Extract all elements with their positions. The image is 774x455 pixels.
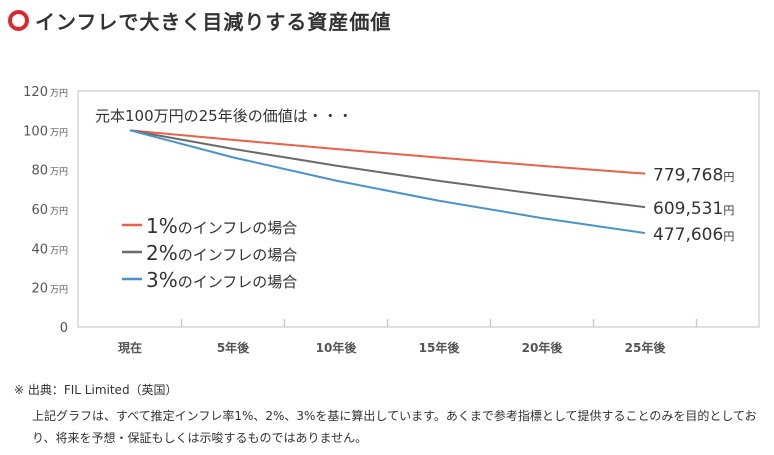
y-tick-label: 20 万円	[31, 282, 68, 297]
end-value-label: 779,768円	[653, 166, 734, 186]
x-tick-label: 10年後	[316, 340, 358, 355]
plot-frame	[77, 90, 760, 328]
legend-label: 3%のインフレの場合	[146, 268, 297, 292]
y-tick-label: 120 万円	[23, 85, 68, 100]
chart-title: 元本100万円の25年後の価値は・・・	[95, 107, 353, 125]
legend-label: 2%のインフレの場合	[146, 241, 297, 265]
disclaimer-text: 上記グラフは、すべて推定インフレ率1%、2%、3%を基に算出しています。あくまで…	[32, 409, 757, 445]
y-tick-label: 100 万円	[23, 124, 68, 139]
end-value-label: 609,531円	[653, 199, 734, 219]
x-tick-label: 20年後	[522, 340, 564, 355]
y-tick-label: 60 万円	[31, 203, 68, 218]
x-tick-label: 5年後	[217, 340, 250, 355]
x-tick-label: 15年後	[419, 340, 461, 355]
x-tick-label: 25年後	[625, 340, 667, 355]
series-line	[129, 129, 646, 175]
page-title: インフレで大きく目減りする資産価値	[8, 6, 391, 35]
source-note: ※ 出典：FIL Limited（英国）	[14, 383, 178, 397]
x-tick-label: 現在	[118, 340, 142, 355]
end-value-label: 477,606円	[653, 225, 734, 245]
legend-label: 1%のインフレの場合	[146, 214, 297, 238]
series-line	[129, 129, 646, 209]
y-tick-label: 40 万円	[31, 242, 68, 257]
page-title-text: インフレで大きく目減りする資産価値	[35, 10, 392, 34]
series-line	[129, 129, 646, 235]
y-tick-label: 80 万円	[31, 164, 68, 179]
y-tick-label: 0	[60, 321, 68, 336]
red-circle-icon	[8, 10, 29, 31]
